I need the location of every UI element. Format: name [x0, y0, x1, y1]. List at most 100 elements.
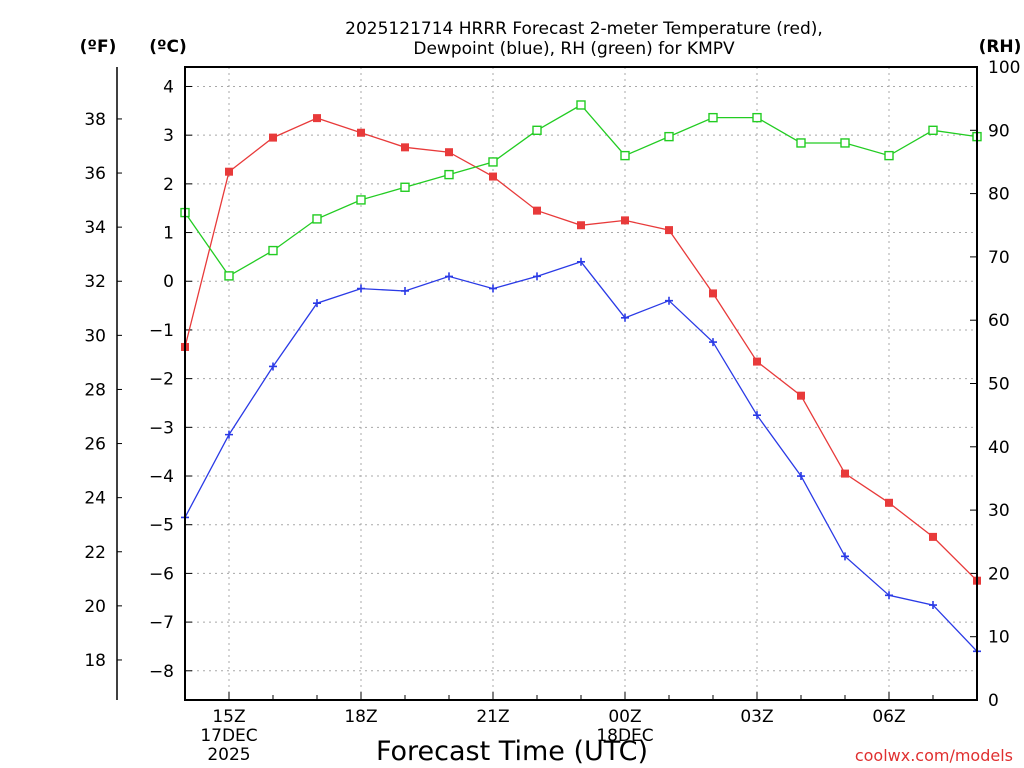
axis-ticks: 43210−1−2−3−4−5−6−7−83836343230282624222…	[84, 58, 1020, 765]
celsius-tick-label: −5	[149, 516, 174, 536]
2-meter-temperature-point	[709, 289, 717, 298]
rh-point	[224, 271, 234, 281]
dewpoint-point	[709, 338, 717, 347]
rh-point	[488, 157, 498, 167]
rh-point	[268, 245, 278, 256]
2-meter-temperature-point	[577, 221, 585, 230]
2-meter-temperature-point	[225, 167, 233, 176]
celsius-tick-label: −6	[149, 564, 174, 584]
rh-tick-label: 50	[988, 375, 1010, 395]
dewpoint-point	[885, 591, 893, 600]
x-tick-label: 03Z	[740, 707, 773, 727]
2-meter-temperature-point	[753, 357, 761, 366]
fahrenheit-tick-label: 22	[84, 543, 106, 563]
celsius-tick-label: −4	[149, 467, 174, 487]
rh-point	[752, 112, 762, 123]
x-tick-label: 2025	[207, 745, 250, 765]
2-meter-temperature-point	[313, 114, 321, 123]
rh-point	[928, 125, 938, 136]
dewpoint-point	[577, 257, 585, 266]
rh-tick-label: 90	[988, 121, 1010, 141]
dewpoint-point	[489, 284, 497, 293]
2-meter-temperature-point	[489, 172, 497, 181]
dewpoint-point	[401, 286, 409, 295]
plot-frame	[184, 66, 978, 701]
rh-point	[532, 125, 542, 136]
dewpoint-point	[665, 296, 673, 305]
2-meter-temperature-point	[357, 128, 365, 137]
rh-axis-unit: (RH)	[979, 37, 1022, 57]
rh-point	[708, 112, 718, 123]
rh-point	[884, 150, 894, 161]
celsius-tick-label: −3	[149, 418, 174, 438]
rh-point	[664, 131, 674, 142]
celsius-tick-label: −8	[149, 662, 174, 682]
2-meter-temperature-point	[445, 148, 453, 157]
fahrenheit-tick-label: 24	[84, 489, 106, 509]
2-meter-temperature-point	[269, 133, 277, 142]
rh-point	[620, 150, 630, 161]
rh-tick-label: 30	[988, 501, 1010, 521]
rh-point	[312, 214, 322, 224]
data-series	[180, 100, 982, 656]
2-meter-temperature-point	[621, 216, 629, 225]
celsius-tick-label: 4	[163, 77, 174, 97]
dewpoint-point	[445, 272, 453, 281]
rh-point	[400, 182, 410, 192]
fahrenheit-tick-label: 20	[84, 597, 106, 617]
rh-point	[356, 195, 366, 205]
dewpoint-point	[621, 313, 629, 322]
fahrenheit-tick-label: 18	[84, 651, 106, 671]
dewpoint-point	[929, 601, 937, 610]
credit-text: coolwx.com/models	[855, 746, 1013, 765]
2-meter-temperature-point	[885, 498, 893, 507]
fahrenheit-tick-label: 36	[84, 164, 106, 184]
celsius-tick-label: −7	[149, 613, 174, 633]
dewpoint-line	[184, 261, 978, 652]
celsius-tick-label: −2	[149, 370, 174, 390]
fahrenheit-tick-label: 28	[84, 380, 106, 400]
2-meter-temperature-point	[841, 469, 849, 478]
rh-tick-label: 40	[988, 438, 1010, 458]
x-tick-label: 18Z	[344, 707, 377, 727]
dewpoint-point	[313, 299, 321, 308]
rh-tick-label: 0	[988, 691, 999, 711]
celsius-tick-label: 3	[163, 126, 174, 146]
dewpoint-point	[225, 430, 233, 439]
x-axis-title: Forecast Time (UTC)	[376, 736, 648, 767]
rh-point	[576, 100, 586, 110]
rh-tick-label: 60	[988, 311, 1010, 331]
chart-title-line-2: Dewpoint (blue), RH (green) for KMPV	[413, 39, 735, 59]
2-meter-temperature-line	[184, 117, 978, 582]
2-meter-temperature-point	[401, 143, 409, 152]
2-meter-temperature-point	[665, 226, 673, 235]
fahrenheit-tick-label: 30	[84, 326, 106, 346]
2-meter-temperature-point	[797, 391, 805, 400]
celsius-tick-label: 2	[163, 175, 174, 195]
fahrenheit-tick-label: 38	[84, 110, 106, 130]
fahrenheit-tick-label: 34	[84, 218, 106, 238]
rh-point	[840, 138, 850, 148]
x-tick-label: 15Z	[212, 707, 245, 727]
x-tick-label: 17DEC	[200, 726, 257, 746]
celsius-tick-label: 1	[163, 224, 174, 244]
2-meter-temperature-point	[533, 206, 541, 215]
grid	[185, 67, 977, 700]
rh-point	[444, 169, 454, 180]
x-tick-label: 21Z	[476, 707, 509, 727]
celsius-tick-label: −1	[149, 321, 174, 341]
dewpoint-point	[797, 472, 805, 481]
fahrenheit-axis-unit: (ºF)	[80, 37, 117, 57]
rh-tick-label: 10	[988, 628, 1010, 648]
fahrenheit-tick-label: 32	[84, 272, 106, 292]
rh-point	[796, 138, 806, 148]
rh-tick-label: 20	[988, 564, 1010, 584]
celsius-tick-label: 0	[163, 272, 174, 292]
chart-title-line-1: 2025121714 HRRR Forecast 2-meter Tempera…	[345, 19, 823, 39]
x-tick-label: 18DEC	[596, 726, 653, 746]
rh-tick-label: 70	[988, 248, 1010, 268]
2-meter-temperature-point	[929, 532, 937, 541]
dewpoint-point	[753, 411, 761, 420]
rh-line	[184, 104, 978, 277]
